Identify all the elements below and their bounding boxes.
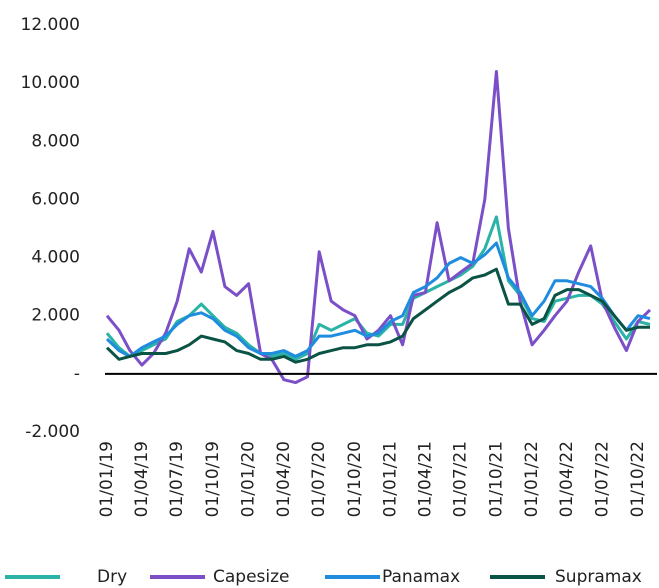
- x-tick-label: 01/01/22: [522, 441, 542, 517]
- legend-label: Supramax: [555, 567, 642, 587]
- x-tick-label: 01/10/21: [486, 441, 506, 517]
- y-tick-label: 6.000: [31, 189, 80, 209]
- y-tick-label: 2.000: [31, 306, 80, 326]
- y-tick-label: -2.000: [25, 422, 80, 442]
- series-line: [105, 215, 651, 361]
- x-tick-label: 01/04/21: [415, 441, 435, 517]
- y-tick-label: 8.000: [31, 131, 80, 151]
- series-line: [105, 70, 652, 385]
- x-tick-label: 01/07/20: [309, 441, 329, 517]
- series-line: [105, 267, 650, 364]
- x-tick-label: 01/01/21: [381, 441, 401, 517]
- x-tick-label: 01/10/20: [345, 441, 365, 517]
- y-tick-label: -: [74, 364, 80, 384]
- x-tick-label: 01/10/22: [628, 441, 648, 517]
- legend-label: Panamax: [382, 567, 460, 587]
- x-tick-label: 01/01/20: [239, 441, 259, 517]
- x-tick-label: 01/01/19: [97, 441, 117, 517]
- series-line: [105, 241, 651, 358]
- x-tick-label: 01/04/22: [557, 441, 577, 517]
- x-tick-label: 01/04/20: [274, 441, 294, 517]
- y-tick-label: 12.000: [21, 15, 80, 35]
- y-tick-label: 4.000: [31, 248, 80, 268]
- x-tick-label: 01/07/19: [167, 441, 187, 517]
- legend-label: Capesize: [213, 567, 290, 587]
- x-tick-label: 01/07/22: [592, 441, 612, 517]
- x-tick-label: 01/04/19: [132, 441, 152, 517]
- x-tick-label: 01/07/21: [451, 441, 471, 517]
- y-tick-label: 10.000: [21, 73, 80, 93]
- legend-label: Dry: [97, 567, 127, 587]
- x-tick-label: 01/10/19: [203, 441, 223, 517]
